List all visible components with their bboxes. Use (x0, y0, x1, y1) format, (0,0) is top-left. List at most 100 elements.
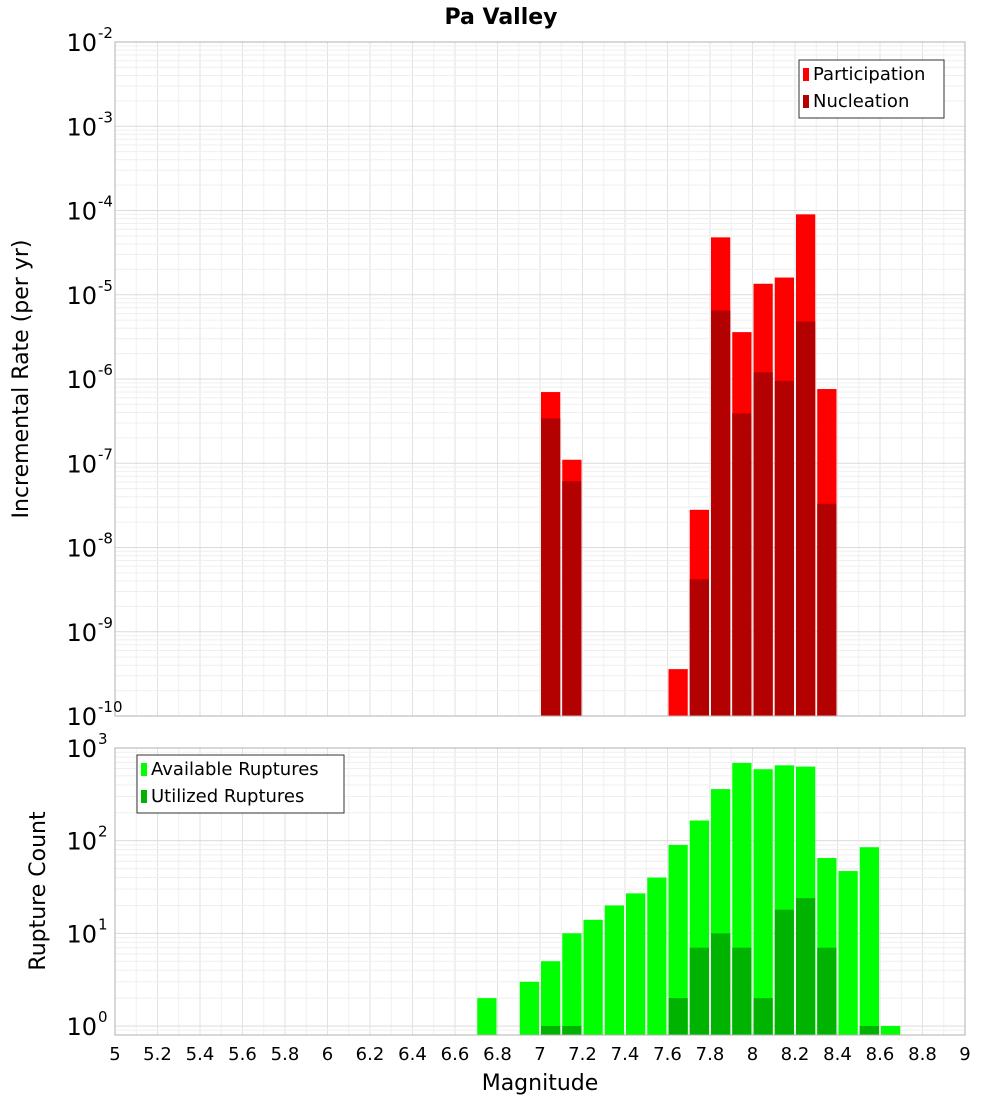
x-tick-label: 5.6 (228, 1044, 257, 1065)
y-tick-exponent: -7 (98, 445, 113, 463)
y-tick-exponent: 2 (98, 823, 108, 841)
x-tick-label: 8.4 (823, 1044, 852, 1065)
y-tick-label: 10 (66, 703, 97, 731)
x-tick-label: 7.2 (568, 1044, 597, 1065)
bar-available-ruptures (541, 961, 561, 1035)
bar-nucleation (732, 413, 752, 716)
x-tick-label: 7.4 (611, 1044, 640, 1065)
bar-utilized-ruptures (774, 909, 794, 1035)
y-tick-exponent: -2 (98, 24, 113, 42)
bar-available-ruptures (477, 998, 497, 1035)
y-tick-label: 10 (66, 1013, 97, 1041)
y-tick-exponent: 3 (98, 730, 108, 748)
bar-utilized-ruptures (562, 1026, 582, 1035)
x-tick-label: 6.6 (441, 1044, 470, 1065)
y-tick-label: 10 (66, 450, 97, 478)
bar-utilized-ruptures (711, 933, 731, 1035)
y-tick-label: 10 (66, 828, 97, 856)
x-tick-label: 6 (322, 1044, 333, 1065)
y-tick-exponent: -6 (98, 361, 113, 379)
x-axis-label: Magnitude (482, 1071, 599, 1096)
bar-nucleation (817, 503, 837, 716)
bar-available-ruptures (583, 919, 603, 1035)
bar-available-ruptures (519, 981, 539, 1035)
bar-utilized-ruptures (796, 898, 816, 1035)
legend-box (136, 754, 345, 814)
bar-utilized-ruptures (859, 1026, 879, 1035)
bar-nucleation (774, 380, 794, 716)
x-tick-label: 5.8 (271, 1044, 300, 1065)
legend-swatch (803, 95, 809, 108)
y-tick-exponent: -4 (98, 193, 113, 211)
y-axis-label: Rupture Count (26, 811, 51, 971)
plot-frame (114, 747, 966, 1036)
y-tick-label: 10 (66, 198, 97, 226)
legend-swatch (141, 790, 147, 803)
x-tick-label: 9 (959, 1044, 970, 1065)
bar-nucleation (541, 418, 561, 716)
y-tick-exponent: -8 (98, 530, 113, 548)
y-tick-label: 10 (66, 735, 97, 763)
x-tick-label: 8.2 (781, 1044, 810, 1065)
bar-available-ruptures (562, 933, 582, 1035)
x-tick-label: 8.8 (908, 1044, 937, 1065)
y-tick-label: 10 (66, 920, 97, 948)
bar-nucleation (689, 579, 709, 716)
x-tick-label: 6.8 (483, 1044, 512, 1065)
x-tick-label: 5.4 (186, 1044, 215, 1065)
bar-nucleation (796, 321, 816, 716)
bar-participation (668, 669, 688, 716)
x-tick-label: 5.2 (143, 1044, 172, 1065)
bar-utilized-ruptures (753, 998, 773, 1035)
bar-available-ruptures (859, 847, 879, 1035)
legend: Participation Nucleation (798, 59, 945, 119)
bar-nucleation (562, 481, 582, 716)
bar-utilized-ruptures (689, 947, 709, 1035)
y-tick-label: 10 (66, 282, 97, 310)
legend-label: Participation (813, 64, 925, 85)
bar-utilized-ruptures (541, 1026, 561, 1035)
bar-utilized-ruptures (732, 947, 752, 1035)
bar-available-ruptures (753, 769, 773, 1035)
y-tick-label: 10 (66, 113, 97, 141)
bar-utilized-ruptures (817, 947, 837, 1035)
bar-nucleation (711, 310, 731, 716)
x-axis-ticks: 5 5.2 5.4 5.6 5.8 6 6.2 6.4 6.6 6.8 7 7.2 7.4 7.6 7.8 8… (109, 1044, 970, 1065)
y-tick-exponent: -3 (98, 108, 113, 126)
bar-available-ruptures (604, 905, 624, 1035)
x-tick-label: 7 (534, 1044, 545, 1065)
y-tick-label: 10 (66, 366, 97, 394)
x-tick-label: 8 (747, 1044, 758, 1065)
y-tick-label: 10 (66, 29, 97, 57)
x-tick-label: 6.4 (398, 1044, 427, 1065)
bar-utilized-ruptures (668, 998, 688, 1035)
legend-box (798, 59, 945, 119)
plot-frame (114, 41, 966, 717)
x-tick-label: 7.6 (653, 1044, 682, 1065)
bar-available-ruptures (626, 893, 646, 1035)
y-tick-label: 10 (66, 619, 97, 647)
x-tick-label: 6.2 (356, 1044, 385, 1065)
legend-label: Available Ruptures (151, 759, 319, 780)
y-tick-exponent: -10 (98, 698, 123, 716)
x-tick-label: 8.6 (866, 1044, 895, 1065)
bar-available-ruptures (647, 877, 667, 1035)
y-axis-label: Incremental Rate (per yr) (9, 240, 34, 519)
x-tick-label: 7.8 (696, 1044, 725, 1065)
legend-label: Nucleation (813, 91, 909, 112)
legend-swatch (803, 68, 809, 81)
bar-available-ruptures (838, 871, 858, 1035)
x-tick-label: 5 (109, 1044, 120, 1065)
y-tick-exponent: 0 (98, 1008, 108, 1026)
legend-label: Utilized Ruptures (151, 786, 304, 807)
legend-swatch (141, 763, 147, 776)
y-tick-exponent: 1 (98, 915, 108, 933)
legend: Available Ruptures Utilized Ruptures (136, 754, 345, 814)
bar-available-ruptures (668, 844, 688, 1035)
y-tick-exponent: -5 (98, 277, 113, 295)
y-tick-label: 10 (66, 535, 97, 563)
